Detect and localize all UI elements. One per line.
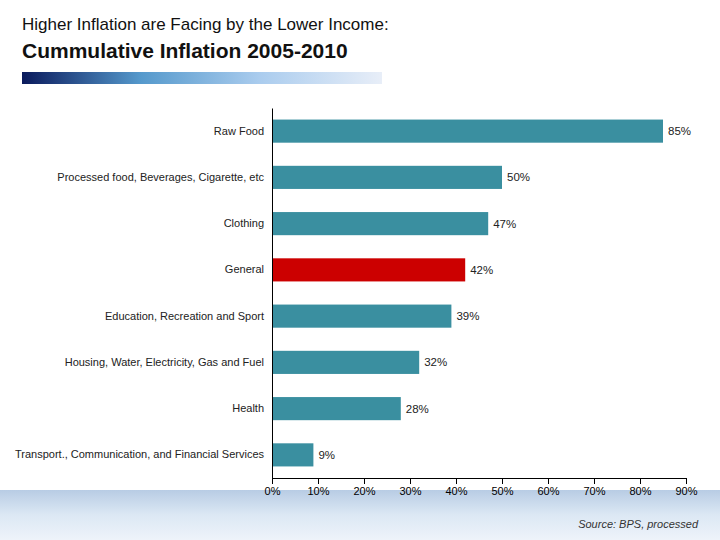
bar [272, 397, 401, 420]
data-label: 9% [318, 449, 335, 461]
bar [272, 351, 419, 374]
bars [272, 120, 663, 467]
category-label: General [225, 263, 264, 275]
x-tick-mark [410, 478, 411, 484]
chart: Higher Inflation are Facing by the Lower… [0, 0, 720, 540]
x-tick-mark [686, 478, 687, 484]
bar [272, 258, 465, 281]
x-tick: 0% [265, 478, 281, 497]
data-label: 50% [507, 171, 530, 183]
x-tick-label: 70% [583, 485, 605, 497]
x-tick-label: 90% [675, 485, 697, 497]
x-tick-mark [502, 478, 503, 484]
y-tick: Health [232, 402, 264, 414]
x-tick: 80% [629, 478, 651, 497]
category-label: Health [232, 402, 264, 414]
bar [272, 120, 663, 143]
category-label: Processed food, Beverages, Cigarette, et… [57, 171, 264, 183]
category-label: Transport., Communication, and Financial… [15, 448, 265, 460]
x-tick: 20% [353, 478, 375, 497]
data-label: 85% [668, 125, 691, 137]
y-axis: Raw Food Processed food, Beverages, Cigar… [15, 109, 273, 479]
x-tick-label: 40% [445, 485, 467, 497]
source-note: Source: BPS, processed [578, 518, 699, 530]
x-tick-label: 60% [537, 485, 559, 497]
data-label: 39% [456, 310, 479, 322]
x-tick-label: 10% [307, 485, 329, 497]
x-tick-mark [364, 478, 365, 484]
x-tick-mark [272, 478, 273, 484]
data-label: 32% [424, 356, 447, 368]
x-tick-label: 50% [491, 485, 513, 497]
x-tick-label: 20% [353, 485, 375, 497]
x-tick: 50% [491, 478, 513, 497]
y-tick: Processed food, Beverages, Cigarette, et… [57, 171, 264, 183]
y-tick: Clothing [224, 217, 264, 229]
x-tick: 90% [675, 478, 697, 497]
x-tick: 10% [307, 478, 329, 497]
x-axis-line [273, 479, 687, 485]
x-tick-mark [640, 478, 641, 484]
bar [272, 166, 502, 189]
x-tick-mark [456, 478, 457, 484]
bar [272, 212, 488, 235]
y-tick: Education, Recreation and Sport [105, 310, 264, 322]
y-tick: Transport., Communication, and Financial… [15, 448, 265, 460]
x-tick: 70% [583, 478, 605, 497]
category-label: Education, Recreation and Sport [105, 310, 264, 322]
x-tick-mark [594, 478, 595, 484]
footer-band [0, 490, 720, 540]
x-tick-label: 80% [629, 485, 651, 497]
x-axis: 0% 10% 20% 30% 40% 50% 60% 70% 80% 90% [265, 478, 698, 497]
y-tick: Raw Food [214, 125, 264, 137]
category-label: Housing, Water, Electricity, Gas and Fue… [65, 356, 264, 368]
bar [272, 305, 451, 328]
y-tick: Housing, Water, Electricity, Gas and Fue… [65, 356, 264, 368]
bar [272, 443, 313, 466]
data-label: 42% [470, 264, 493, 276]
data-labels: 85% 50% 47% 42% 39% 32% 28% 9% [318, 125, 691, 461]
category-label: Raw Food [214, 125, 264, 137]
x-tick: 60% [537, 478, 559, 497]
x-tick-label: 0% [265, 485, 281, 497]
title-rule [22, 72, 382, 84]
x-tick: 30% [399, 478, 421, 497]
x-tick-mark [548, 478, 549, 484]
data-label: 47% [493, 218, 516, 230]
x-tick-mark [318, 478, 319, 484]
x-tick-label: 30% [399, 485, 421, 497]
x-tick: 40% [445, 478, 467, 497]
y-axis-line [272, 109, 273, 479]
data-label: 28% [406, 403, 429, 415]
category-label: Clothing [224, 217, 264, 229]
y-tick: General [225, 263, 264, 275]
subtitle: Cummulative Inflation 2005-2010 [22, 39, 348, 62]
title: Higher Inflation are Facing by the Lower… [22, 15, 389, 34]
